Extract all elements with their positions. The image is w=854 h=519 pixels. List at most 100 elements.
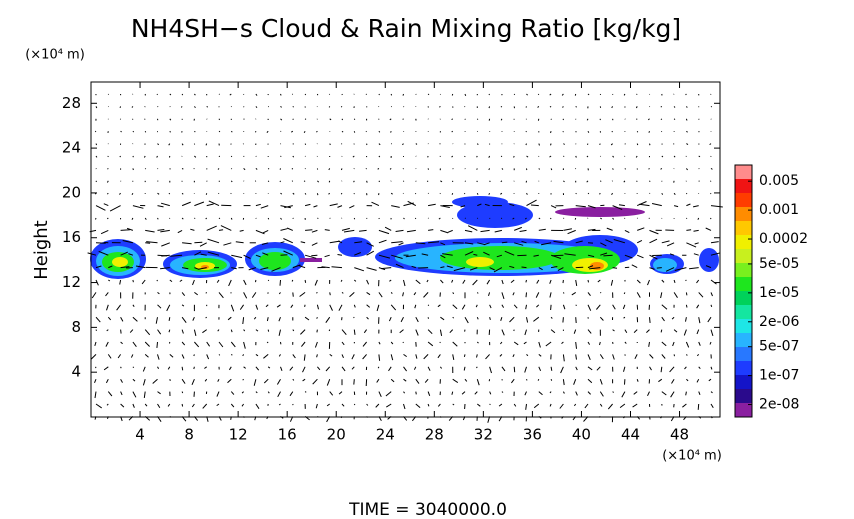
wind-arrow (575, 130, 577, 133)
wind-arrow (280, 106, 282, 108)
wind-arrow (526, 379, 528, 381)
wind-arrow (120, 378, 123, 383)
wind-arrow (464, 106, 466, 108)
wind-arrow (689, 267, 699, 270)
wind-arrow (476, 155, 478, 158)
wind-arrow (341, 227, 350, 231)
wind-arrow (549, 403, 552, 407)
wind-arrow (599, 192, 601, 195)
wind-arrow (710, 403, 714, 409)
wind-arrow (328, 168, 331, 171)
wind-arrow (399, 329, 404, 334)
wind-arrow (326, 403, 330, 407)
wind-arrow (362, 354, 367, 360)
wind-arrow (587, 354, 591, 360)
wind-arrow (91, 292, 97, 299)
wind-arrow (476, 403, 481, 407)
wind-arrow (686, 378, 689, 382)
wind-arrow (463, 192, 466, 195)
wind-arrow (451, 130, 454, 133)
wind-arrow (525, 106, 527, 108)
wind-arrow (402, 292, 404, 297)
wind-arrow (562, 379, 565, 386)
wind-arrow (461, 304, 466, 310)
wind-arrow (575, 205, 586, 208)
wind-arrow (169, 130, 171, 133)
wind-arrow (243, 155, 245, 157)
wind-arrow (618, 204, 625, 207)
wind-arrow (649, 229, 659, 235)
wind-arrow (366, 316, 369, 320)
wind-arrow (280, 228, 288, 231)
wind-arrow (686, 242, 697, 248)
wind-arrow (206, 106, 209, 108)
wind-arrow (533, 403, 540, 409)
wind-arrow (635, 155, 638, 158)
wind-arrow (611, 192, 614, 195)
y-tick-label: 20 (62, 183, 81, 201)
wind-arrow (571, 291, 576, 296)
wind-arrow (551, 266, 558, 269)
wind-arrow (168, 143, 171, 146)
wind-arrow (493, 267, 503, 273)
x-tick-label: 28 (425, 426, 444, 444)
wind-arrow (586, 143, 589, 145)
wind-arrow (230, 155, 233, 158)
wind-arrow (340, 106, 343, 108)
wind-arrow (144, 329, 151, 336)
wind-arrow (452, 304, 458, 310)
wind-arrow (329, 391, 334, 396)
wind-arrow (584, 403, 589, 409)
wind-arrow (302, 366, 306, 373)
wind-arrow (329, 143, 331, 146)
wind-arrow (316, 329, 318, 333)
wind-arrow (280, 205, 292, 209)
wind-arrow (366, 291, 371, 296)
wind-arrow (451, 155, 454, 158)
y-tick-label: 16 (62, 228, 81, 246)
wind-arrow (304, 304, 306, 308)
wind-arrow (290, 304, 294, 308)
wind-arrow (488, 106, 491, 109)
colorbar-swatch (735, 361, 752, 375)
wind-arrow (673, 329, 678, 333)
wind-arrow (415, 329, 419, 336)
wind-arrow (340, 279, 343, 282)
wind-arrow (305, 229, 313, 231)
wind-arrow (587, 366, 593, 371)
wind-arrow (313, 205, 318, 208)
wind-arrow (363, 329, 368, 334)
wind-arrow (451, 391, 454, 395)
x-tick-label: 8 (184, 426, 194, 444)
wind-arrow (292, 155, 295, 158)
wind-arrow (526, 155, 529, 158)
wind-arrow (390, 378, 395, 383)
wind-arrow (538, 168, 541, 170)
wind-arrow (384, 226, 392, 231)
wind-arrow (239, 229, 244, 232)
wind-arrow (661, 240, 670, 244)
wind-arrow (415, 391, 417, 395)
wind-arrow (440, 254, 446, 259)
wind-arrow (243, 329, 246, 332)
wind-arrow (341, 403, 345, 407)
wind-arrow (388, 366, 392, 372)
wind-arrow (686, 229, 692, 231)
wind-arrow (366, 250, 375, 256)
wind-arrow (280, 155, 282, 158)
wind-arrow (636, 143, 639, 146)
wind-arrow (538, 341, 541, 348)
wind-arrow (460, 205, 466, 208)
wind-arrow (300, 329, 306, 335)
wind-arrow (669, 366, 675, 373)
wind-arrow (501, 391, 504, 393)
wind-arrow (587, 228, 596, 231)
wind-arrow (560, 366, 564, 374)
wind-arrow (161, 254, 170, 257)
wind-arrow (587, 292, 591, 297)
wind-arrow (262, 252, 269, 256)
colorbar-swatch (735, 333, 752, 347)
wind-arrow (612, 217, 615, 220)
wind-arrow (575, 317, 577, 324)
wind-arrow (329, 304, 333, 311)
